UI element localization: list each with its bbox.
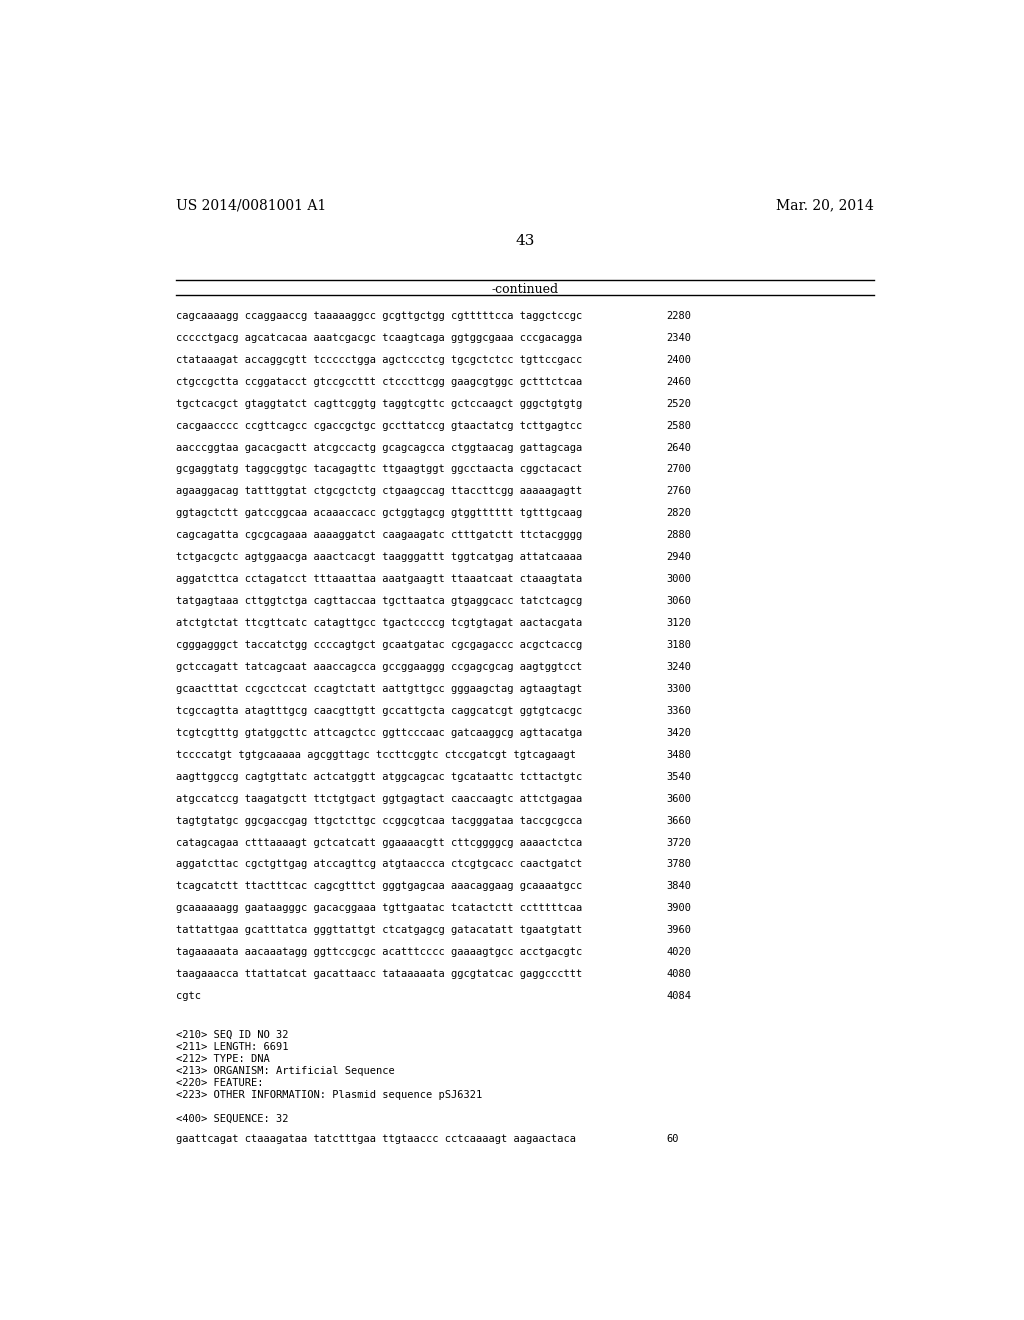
Text: tcagcatctt ttactttcac cagcgtttct gggtgagcaa aaacaggaag gcaaaatgcc: tcagcatctt ttactttcac cagcgtttct gggtgag… — [176, 882, 583, 891]
Text: <210> SEQ ID NO 32: <210> SEQ ID NO 32 — [176, 1030, 289, 1040]
Text: 2280: 2280 — [667, 312, 691, 321]
Text: ctgccgctta ccggatacct gtccgccttt ctcccttcgg gaagcgtggc gctttctcaa: ctgccgctta ccggatacct gtccgccttt ctccctt… — [176, 376, 583, 387]
Text: 3000: 3000 — [667, 574, 691, 585]
Text: 4020: 4020 — [667, 948, 691, 957]
Text: gcgaggtatg taggcggtgc tacagagttc ttgaagtggt ggcctaacta cggctacact: gcgaggtatg taggcggtgc tacagagttc ttgaagt… — [176, 465, 583, 474]
Text: 2460: 2460 — [667, 376, 691, 387]
Text: tccccatgt tgtgcaaaaa agcggttagc tccttcggtc ctccgatcgt tgtcagaagt: tccccatgt tgtgcaaaaa agcggttagc tccttcgg… — [176, 750, 577, 760]
Text: 3660: 3660 — [667, 816, 691, 825]
Text: tagtgtatgc ggcgaccgag ttgctcttgc ccggcgtcaa tacgggataa taccgcgcca: tagtgtatgc ggcgaccgag ttgctcttgc ccggcgt… — [176, 816, 583, 825]
Text: 3480: 3480 — [667, 750, 691, 760]
Text: atctgtctat ttcgttcatc catagttgcc tgactccccg tcgtgtagat aactacgata: atctgtctat ttcgttcatc catagttgcc tgactcc… — [176, 618, 583, 628]
Text: 2760: 2760 — [667, 487, 691, 496]
Text: tattattgaa gcatttatca gggttattgt ctcatgagcg gatacatatt tgaatgtatt: tattattgaa gcatttatca gggttattgt ctcatga… — [176, 925, 583, 936]
Text: 2580: 2580 — [667, 421, 691, 430]
Text: 3960: 3960 — [667, 925, 691, 936]
Text: tcgccagtta atagtttgcg caacgttgtt gccattgcta caggcatcgt ggtgtcacgc: tcgccagtta atagtttgcg caacgttgtt gccattg… — [176, 706, 583, 715]
Text: <211> LENGTH: 6691: <211> LENGTH: 6691 — [176, 1041, 289, 1052]
Text: 2400: 2400 — [667, 355, 691, 364]
Text: gaattcagat ctaaagataa tatctttgaa ttgtaaccc cctcaaaagt aagaactaca: gaattcagat ctaaagataa tatctttgaa ttgtaac… — [176, 1134, 577, 1144]
Text: gcaaaaaagg gaataagggc gacacggaaa tgttgaatac tcatactctt cctttttcaa: gcaaaaaagg gaataagggc gacacggaaa tgttgaa… — [176, 903, 583, 913]
Text: US 2014/0081001 A1: US 2014/0081001 A1 — [176, 198, 327, 213]
Text: atgccatccg taagatgctt ttctgtgact ggtgagtact caaccaagtc attctgagaa: atgccatccg taagatgctt ttctgtgact ggtgagt… — [176, 793, 583, 804]
Text: ctataaagat accaggcgtt tccccctgga agctccctcg tgcgctctcc tgttccgacc: ctataaagat accaggcgtt tccccctgga agctccc… — [176, 355, 583, 364]
Text: 3180: 3180 — [667, 640, 691, 649]
Text: aacccggtaa gacacgactt atcgccactg gcagcagcca ctggtaacag gattagcaga: aacccggtaa gacacgactt atcgccactg gcagcag… — [176, 442, 583, 453]
Text: 2520: 2520 — [667, 399, 691, 409]
Text: 3360: 3360 — [667, 706, 691, 715]
Text: 3120: 3120 — [667, 618, 691, 628]
Text: <223> OTHER INFORMATION: Plasmid sequence pSJ6321: <223> OTHER INFORMATION: Plasmid sequenc… — [176, 1090, 482, 1100]
Text: aggatcttca cctagatcct tttaaattaa aaatgaagtt ttaaatcaat ctaaagtata: aggatcttca cctagatcct tttaaattaa aaatgaa… — [176, 574, 583, 585]
Text: ccccctgacg agcatcacaa aaatcgacgc tcaagtcaga ggtggcgaaa cccgacagga: ccccctgacg agcatcacaa aaatcgacgc tcaagtc… — [176, 333, 583, 343]
Text: agaaggacag tatttggtat ctgcgctctg ctgaagccag ttaccttcgg aaaaagagtt: agaaggacag tatttggtat ctgcgctctg ctgaagc… — [176, 487, 583, 496]
Text: 3060: 3060 — [667, 597, 691, 606]
Text: 2880: 2880 — [667, 531, 691, 540]
Text: aggatcttac cgctgttgag atccagttcg atgtaaccca ctcgtgcacc caactgatct: aggatcttac cgctgttgag atccagttcg atgtaac… — [176, 859, 583, 870]
Text: cagcaaaagg ccaggaaccg taaaaaggcc gcgttgctgg cgtttttcca taggctccgc: cagcaaaagg ccaggaaccg taaaaaggcc gcgttgc… — [176, 312, 583, 321]
Text: <212> TYPE: DNA: <212> TYPE: DNA — [176, 1053, 269, 1064]
Text: tgctcacgct gtaggtatct cagttcggtg taggtcgttc gctccaagct gggctgtgtg: tgctcacgct gtaggtatct cagttcggtg taggtcg… — [176, 399, 583, 409]
Text: taagaaacca ttattatcat gacattaacc tataaaaata ggcgtatcac gaggcccttt: taagaaacca ttattatcat gacattaacc tataaaa… — [176, 969, 583, 979]
Text: 2640: 2640 — [667, 442, 691, 453]
Text: gcaactttat ccgcctccat ccagtctatt aattgttgcc gggaagctag agtaagtagt: gcaactttat ccgcctccat ccagtctatt aattgtt… — [176, 684, 583, 694]
Text: 3240: 3240 — [667, 663, 691, 672]
Text: 4080: 4080 — [667, 969, 691, 979]
Text: 2940: 2940 — [667, 552, 691, 562]
Text: cagcagatta cgcgcagaaa aaaaggatct caagaagatc ctttgatctt ttctacgggg: cagcagatta cgcgcagaaa aaaaggatct caagaag… — [176, 531, 583, 540]
Text: cacgaacccc ccgttcagcc cgaccgctgc gccttatccg gtaactatcg tcttgagtcc: cacgaacccc ccgttcagcc cgaccgctgc gccttat… — [176, 421, 583, 430]
Text: 3600: 3600 — [667, 793, 691, 804]
Text: cgtc: cgtc — [176, 991, 201, 1001]
Text: tcgtcgtttg gtatggcttc attcagctcc ggttcccaac gatcaaggcg agttacatga: tcgtcgtttg gtatggcttc attcagctcc ggttccc… — [176, 727, 583, 738]
Text: 2700: 2700 — [667, 465, 691, 474]
Text: 3720: 3720 — [667, 838, 691, 847]
Text: Mar. 20, 2014: Mar. 20, 2014 — [775, 198, 873, 213]
Text: ggtagctctt gatccggcaa acaaaccacc gctggtagcg gtggtttttt tgtttgcaag: ggtagctctt gatccggcaa acaaaccacc gctggta… — [176, 508, 583, 519]
Text: tatgagtaaa cttggtctga cagttaccaa tgcttaatca gtgaggcacc tatctcagcg: tatgagtaaa cttggtctga cagttaccaa tgcttaa… — [176, 597, 583, 606]
Text: -continued: -continued — [492, 284, 558, 296]
Text: 2820: 2820 — [667, 508, 691, 519]
Text: 3900: 3900 — [667, 903, 691, 913]
Text: 3780: 3780 — [667, 859, 691, 870]
Text: tagaaaaata aacaaatagg ggttccgcgc acatttcccc gaaaagtgcc acctgacgtc: tagaaaaata aacaaatagg ggttccgcgc acatttc… — [176, 948, 583, 957]
Text: tctgacgctc agtggaacga aaactcacgt taagggattt tggtcatgag attatcaaaa: tctgacgctc agtggaacga aaactcacgt taaggga… — [176, 552, 583, 562]
Text: 3300: 3300 — [667, 684, 691, 694]
Text: <213> ORGANISM: Artificial Sequence: <213> ORGANISM: Artificial Sequence — [176, 1065, 395, 1076]
Text: <220> FEATURE:: <220> FEATURE: — [176, 1077, 263, 1088]
Text: 3540: 3540 — [667, 772, 691, 781]
Text: 4084: 4084 — [667, 991, 691, 1001]
Text: gctccagatt tatcagcaat aaaccagcca gccggaaggg ccgagcgcag aagtggtcct: gctccagatt tatcagcaat aaaccagcca gccggaa… — [176, 663, 583, 672]
Text: cgggagggct taccatctgg ccccagtgct gcaatgatac cgcgagaccc acgctcaccg: cgggagggct taccatctgg ccccagtgct gcaatga… — [176, 640, 583, 649]
Text: 3840: 3840 — [667, 882, 691, 891]
Text: catagcagaa ctttaaaagt gctcatcatt ggaaaacgtt cttcggggcg aaaactctca: catagcagaa ctttaaaagt gctcatcatt ggaaaac… — [176, 838, 583, 847]
Text: <400> SEQUENCE: 32: <400> SEQUENCE: 32 — [176, 1114, 289, 1123]
Text: 2340: 2340 — [667, 333, 691, 343]
Text: 60: 60 — [667, 1134, 679, 1144]
Text: 43: 43 — [515, 234, 535, 248]
Text: aagttggccg cagtgttatc actcatggtt atggcagcac tgcataattc tcttactgtc: aagttggccg cagtgttatc actcatggtt atggcag… — [176, 772, 583, 781]
Text: 3420: 3420 — [667, 727, 691, 738]
